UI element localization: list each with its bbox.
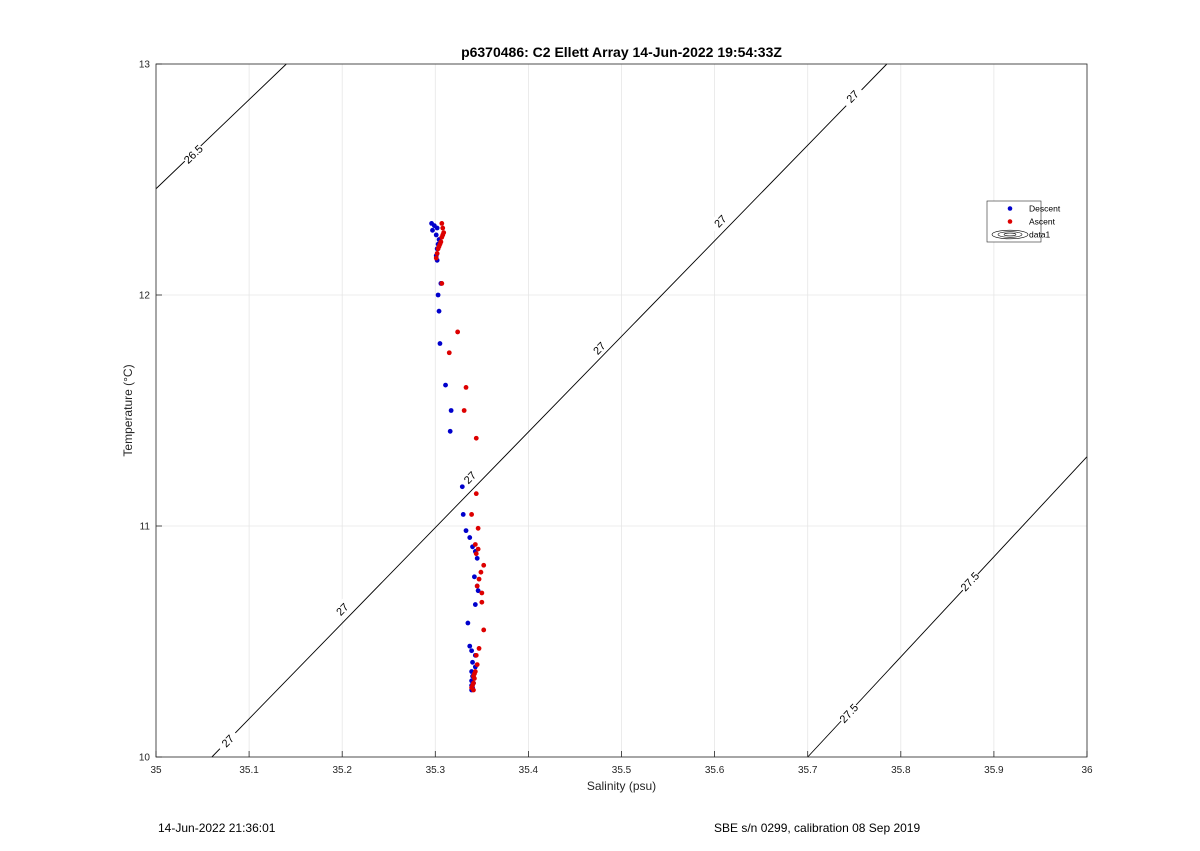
x-tick-label: 35.8: [891, 765, 911, 776]
ascent-point: [476, 576, 482, 582]
contour-line-26-5: [155, 63, 287, 190]
contour-label-backdrop: [586, 335, 612, 361]
contour-label-backdrop: [329, 596, 355, 622]
y-tick-label: 10: [139, 753, 151, 764]
descent-point: [443, 382, 448, 388]
contour-label-backdrop: [457, 464, 483, 491]
ascent-point: [474, 583, 480, 589]
legend-marker-descent: [1007, 206, 1013, 211]
descent-point: [463, 528, 469, 534]
footer-timestamp: 14-Jun-2022 21:36:01: [158, 821, 276, 835]
descent-point: [433, 232, 439, 238]
ascent-point: [473, 551, 479, 557]
contour-line-27: [211, 63, 888, 758]
contour-label-backdrop: [839, 83, 866, 110]
descent-point: [437, 341, 443, 346]
ascent-point: [478, 569, 484, 575]
descent-point: [465, 620, 471, 626]
ascent-point: [479, 590, 485, 596]
y-tick-label: 11: [140, 522, 151, 533]
x-tick-label: 35.5: [612, 765, 632, 776]
ascent-point: [475, 525, 481, 531]
ascent-point: [440, 225, 446, 231]
legend-label-data1: data1: [1029, 230, 1051, 240]
descent-point: [459, 484, 465, 490]
descent-point: [460, 512, 466, 517]
legend: Descent Ascent data1: [986, 200, 1061, 243]
descent-point: [447, 428, 453, 434]
ascent-point: [439, 281, 445, 286]
ascent-point: [469, 512, 475, 517]
ascent-point: [433, 255, 439, 261]
descent-point: [472, 574, 477, 580]
x-tick-label: 35.3: [426, 765, 446, 776]
ascent-point: [472, 542, 478, 547]
descent-point: [475, 588, 481, 594]
descent-point: [434, 225, 440, 231]
ascent-point: [472, 676, 477, 681]
descent-point: [467, 643, 473, 649]
descent-point: [430, 227, 435, 233]
ascent-point: [434, 251, 440, 256]
x-tick-label: 36: [1081, 765, 1093, 776]
contour-label-backdrop: [957, 568, 983, 595]
ascent-point: [439, 220, 445, 226]
y-tick-label: 12: [139, 291, 151, 302]
contour-label-backdrop: [836, 700, 862, 726]
ascent-point: [446, 350, 452, 356]
ascent-point: [473, 491, 479, 497]
contour-label-backdrop: [214, 728, 241, 754]
legend-marker-ascent: [1007, 219, 1013, 224]
contour-label-backdrop: [707, 208, 733, 234]
ascent-point: [455, 329, 461, 335]
ascent-point: [481, 562, 487, 568]
ascent-point: [476, 646, 482, 651]
descent-point: [469, 648, 475, 654]
ascent-point: [475, 546, 481, 552]
y-axis-label: Temperature (°C): [121, 364, 135, 456]
y-tick-label: 13: [139, 60, 151, 71]
legend-label-descent: Descent: [1029, 204, 1061, 214]
ascent-point: [461, 408, 467, 413]
x-tick-label: 35: [150, 765, 162, 776]
ascent-point: [473, 652, 479, 658]
axis-ticks: 35 35.1 35.2 35.3 35.4 35.5 35.6 35.7 35.8 35.9 36…: [139, 60, 1093, 777]
ascent-point: [439, 234, 445, 240]
chart-title: p6370486: C2 Ellett Array 14-Jun-2022 19…: [461, 44, 782, 60]
ascent-point: [473, 435, 479, 441]
descent-point: [448, 408, 454, 413]
x-axis-label: Salinity (psu): [587, 779, 656, 793]
data-points: [429, 220, 487, 693]
x-tick-label: 35.4: [519, 765, 539, 776]
descent-point: [470, 659, 475, 665]
legend-contour-icon: [991, 229, 1029, 240]
ascent-point: [463, 385, 469, 390]
x-tick-label: 35.9: [984, 765, 1004, 776]
x-tick-label: 35.1: [239, 765, 259, 776]
descent-point: [436, 308, 442, 314]
x-tick-label: 35.7: [798, 765, 818, 776]
footer-calibration: SBE s/n 0299, calibration 08 Sep 2019: [714, 821, 921, 835]
descent-point: [435, 292, 441, 298]
x-tick-label: 35.2: [332, 765, 352, 776]
ascent-point: [474, 662, 480, 667]
legend-label-ascent: Ascent: [1029, 217, 1056, 227]
descent-point: [467, 535, 473, 540]
x-tick-label: 35.6: [705, 765, 725, 776]
ascent-point: [435, 246, 441, 252]
legend-box: [986, 200, 1042, 243]
ascent-point: [471, 687, 476, 693]
contour-label-backdrop: [180, 141, 207, 167]
descent-point: [474, 555, 480, 561]
ascent-point: [481, 627, 487, 633]
descent-point: [472, 602, 478, 607]
ascent-point: [479, 599, 485, 605]
